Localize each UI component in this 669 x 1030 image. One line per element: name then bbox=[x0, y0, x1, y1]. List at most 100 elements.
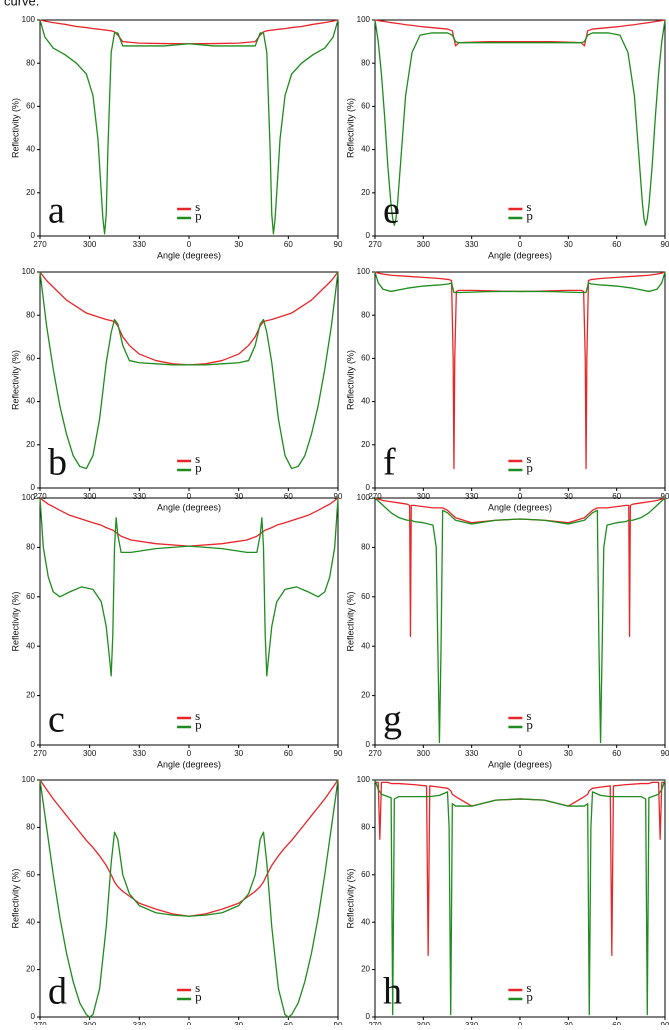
y-tick-label: 100 bbox=[357, 775, 371, 784]
y-tick-label: 40 bbox=[361, 641, 370, 650]
x-tick-label: 300 bbox=[83, 749, 97, 758]
series-line bbox=[39, 271, 339, 470]
y-tick-label: 100 bbox=[357, 15, 371, 24]
y-tick-label: 40 bbox=[26, 917, 35, 926]
x-tick-label: 0 bbox=[187, 492, 192, 501]
x-tick-label: 270 bbox=[368, 492, 382, 501]
panel-letter: c bbox=[48, 699, 65, 741]
x-tick-label: 30 bbox=[234, 1021, 243, 1025]
x-tick-label: 300 bbox=[83, 1021, 97, 1025]
plot-frame bbox=[39, 19, 339, 237]
x-tick-label: 60 bbox=[612, 492, 621, 501]
legend-label: s bbox=[526, 708, 531, 723]
x-tick-label: 300 bbox=[417, 240, 431, 249]
y-tick-label: 0 bbox=[366, 231, 371, 240]
series-line bbox=[39, 19, 339, 235]
x-tick-label: 270 bbox=[368, 1021, 382, 1025]
y-tick-label: 100 bbox=[357, 267, 371, 276]
x-tick-label: 60 bbox=[284, 240, 293, 249]
x-tick-label: 0 bbox=[518, 749, 523, 758]
x-tick-label: 330 bbox=[465, 1021, 479, 1025]
y-tick-label: 100 bbox=[22, 15, 36, 24]
legend-label: p bbox=[526, 989, 533, 1004]
legend-label: p bbox=[526, 208, 533, 223]
x-tick-label: 30 bbox=[234, 492, 243, 501]
x-tick-label: 270 bbox=[33, 749, 47, 758]
x-tick-label: 0 bbox=[187, 240, 192, 249]
y-tick-label: 80 bbox=[361, 58, 370, 67]
x-tick-label: 330 bbox=[465, 749, 479, 758]
series-line bbox=[374, 19, 666, 226]
x-tick-label: 90 bbox=[334, 240, 343, 249]
x-tick-label: 90 bbox=[661, 749, 669, 758]
x-tick-label: 0 bbox=[518, 1021, 523, 1025]
series-line bbox=[375, 781, 665, 957]
x-tick-label: 30 bbox=[564, 240, 573, 249]
y-tick-label: 0 bbox=[31, 1012, 36, 1021]
panel-letter: a bbox=[48, 190, 65, 232]
y-tick-label: 60 bbox=[26, 354, 35, 363]
y-tick-label: 80 bbox=[361, 543, 370, 552]
legend-label: p bbox=[195, 460, 202, 475]
x-axis-label: Angle (degrees) bbox=[157, 250, 221, 260]
x-tick-label: 0 bbox=[187, 749, 192, 758]
x-tick-label: 30 bbox=[564, 1021, 573, 1025]
x-tick-label: 0 bbox=[187, 1021, 192, 1025]
y-tick-label: 80 bbox=[26, 310, 35, 319]
y-axis-label: Reflectivity (%) bbox=[10, 591, 20, 651]
y-tick-label: 100 bbox=[357, 493, 371, 502]
x-tick-label: 60 bbox=[612, 1021, 621, 1025]
x-tick-label: 330 bbox=[133, 1021, 147, 1025]
x-tick-label: 30 bbox=[564, 749, 573, 758]
y-tick-label: 40 bbox=[26, 145, 35, 154]
plot-frame bbox=[39, 271, 339, 489]
y-tick-label: 40 bbox=[26, 641, 35, 650]
y-axis-label: Reflectivity (%) bbox=[345, 350, 355, 410]
y-tick-label: 80 bbox=[26, 543, 35, 552]
y-tick-label: 60 bbox=[26, 592, 35, 601]
y-tick-label: 60 bbox=[361, 870, 370, 879]
y-tick-label: 40 bbox=[26, 397, 35, 406]
y-tick-label: 60 bbox=[26, 870, 35, 879]
legend-label: s bbox=[195, 980, 200, 995]
y-tick-label: 0 bbox=[366, 483, 371, 492]
x-tick-label: 60 bbox=[284, 749, 293, 758]
x-tick-label: 0 bbox=[518, 240, 523, 249]
x-axis-label: Angle (degrees) bbox=[488, 250, 552, 260]
y-tick-label: 60 bbox=[361, 592, 370, 601]
y-tick-label: 40 bbox=[361, 917, 370, 926]
x-tick-label: 270 bbox=[368, 240, 382, 249]
y-tick-label: 60 bbox=[361, 354, 370, 363]
y-tick-label: 0 bbox=[31, 740, 36, 749]
legend-label: s bbox=[526, 451, 531, 466]
x-tick-label: 90 bbox=[661, 1021, 669, 1025]
legend-label: s bbox=[526, 199, 531, 214]
series-line bbox=[39, 779, 339, 917]
x-tick-label: 30 bbox=[234, 749, 243, 758]
y-tick-label: 20 bbox=[26, 691, 35, 700]
y-axis-label: Reflectivity (%) bbox=[345, 98, 355, 158]
series-line bbox=[39, 497, 339, 677]
x-tick-label: 270 bbox=[368, 749, 382, 758]
y-tick-label: 20 bbox=[361, 691, 370, 700]
x-tick-label: 330 bbox=[465, 240, 479, 249]
legend-label: s bbox=[195, 451, 200, 466]
series-line bbox=[39, 19, 339, 45]
y-tick-label: 0 bbox=[366, 1012, 371, 1021]
y-tick-label: 20 bbox=[361, 965, 370, 974]
y-tick-label: 20 bbox=[361, 440, 370, 449]
x-tick-label: 30 bbox=[564, 492, 573, 501]
x-tick-label: 90 bbox=[661, 240, 669, 249]
x-tick-label: 330 bbox=[133, 240, 147, 249]
series-line bbox=[374, 271, 666, 470]
y-axis-label: Reflectivity (%) bbox=[10, 350, 20, 410]
y-tick-label: 80 bbox=[361, 823, 370, 832]
y-tick-label: 20 bbox=[26, 965, 35, 974]
y-tick-label: 40 bbox=[361, 145, 370, 154]
x-axis-label: Angle (degrees) bbox=[157, 759, 221, 769]
panel-letter: b bbox=[48, 442, 67, 484]
caption: curve. bbox=[4, 0, 39, 8]
x-tick-label: 270 bbox=[33, 1021, 47, 1025]
